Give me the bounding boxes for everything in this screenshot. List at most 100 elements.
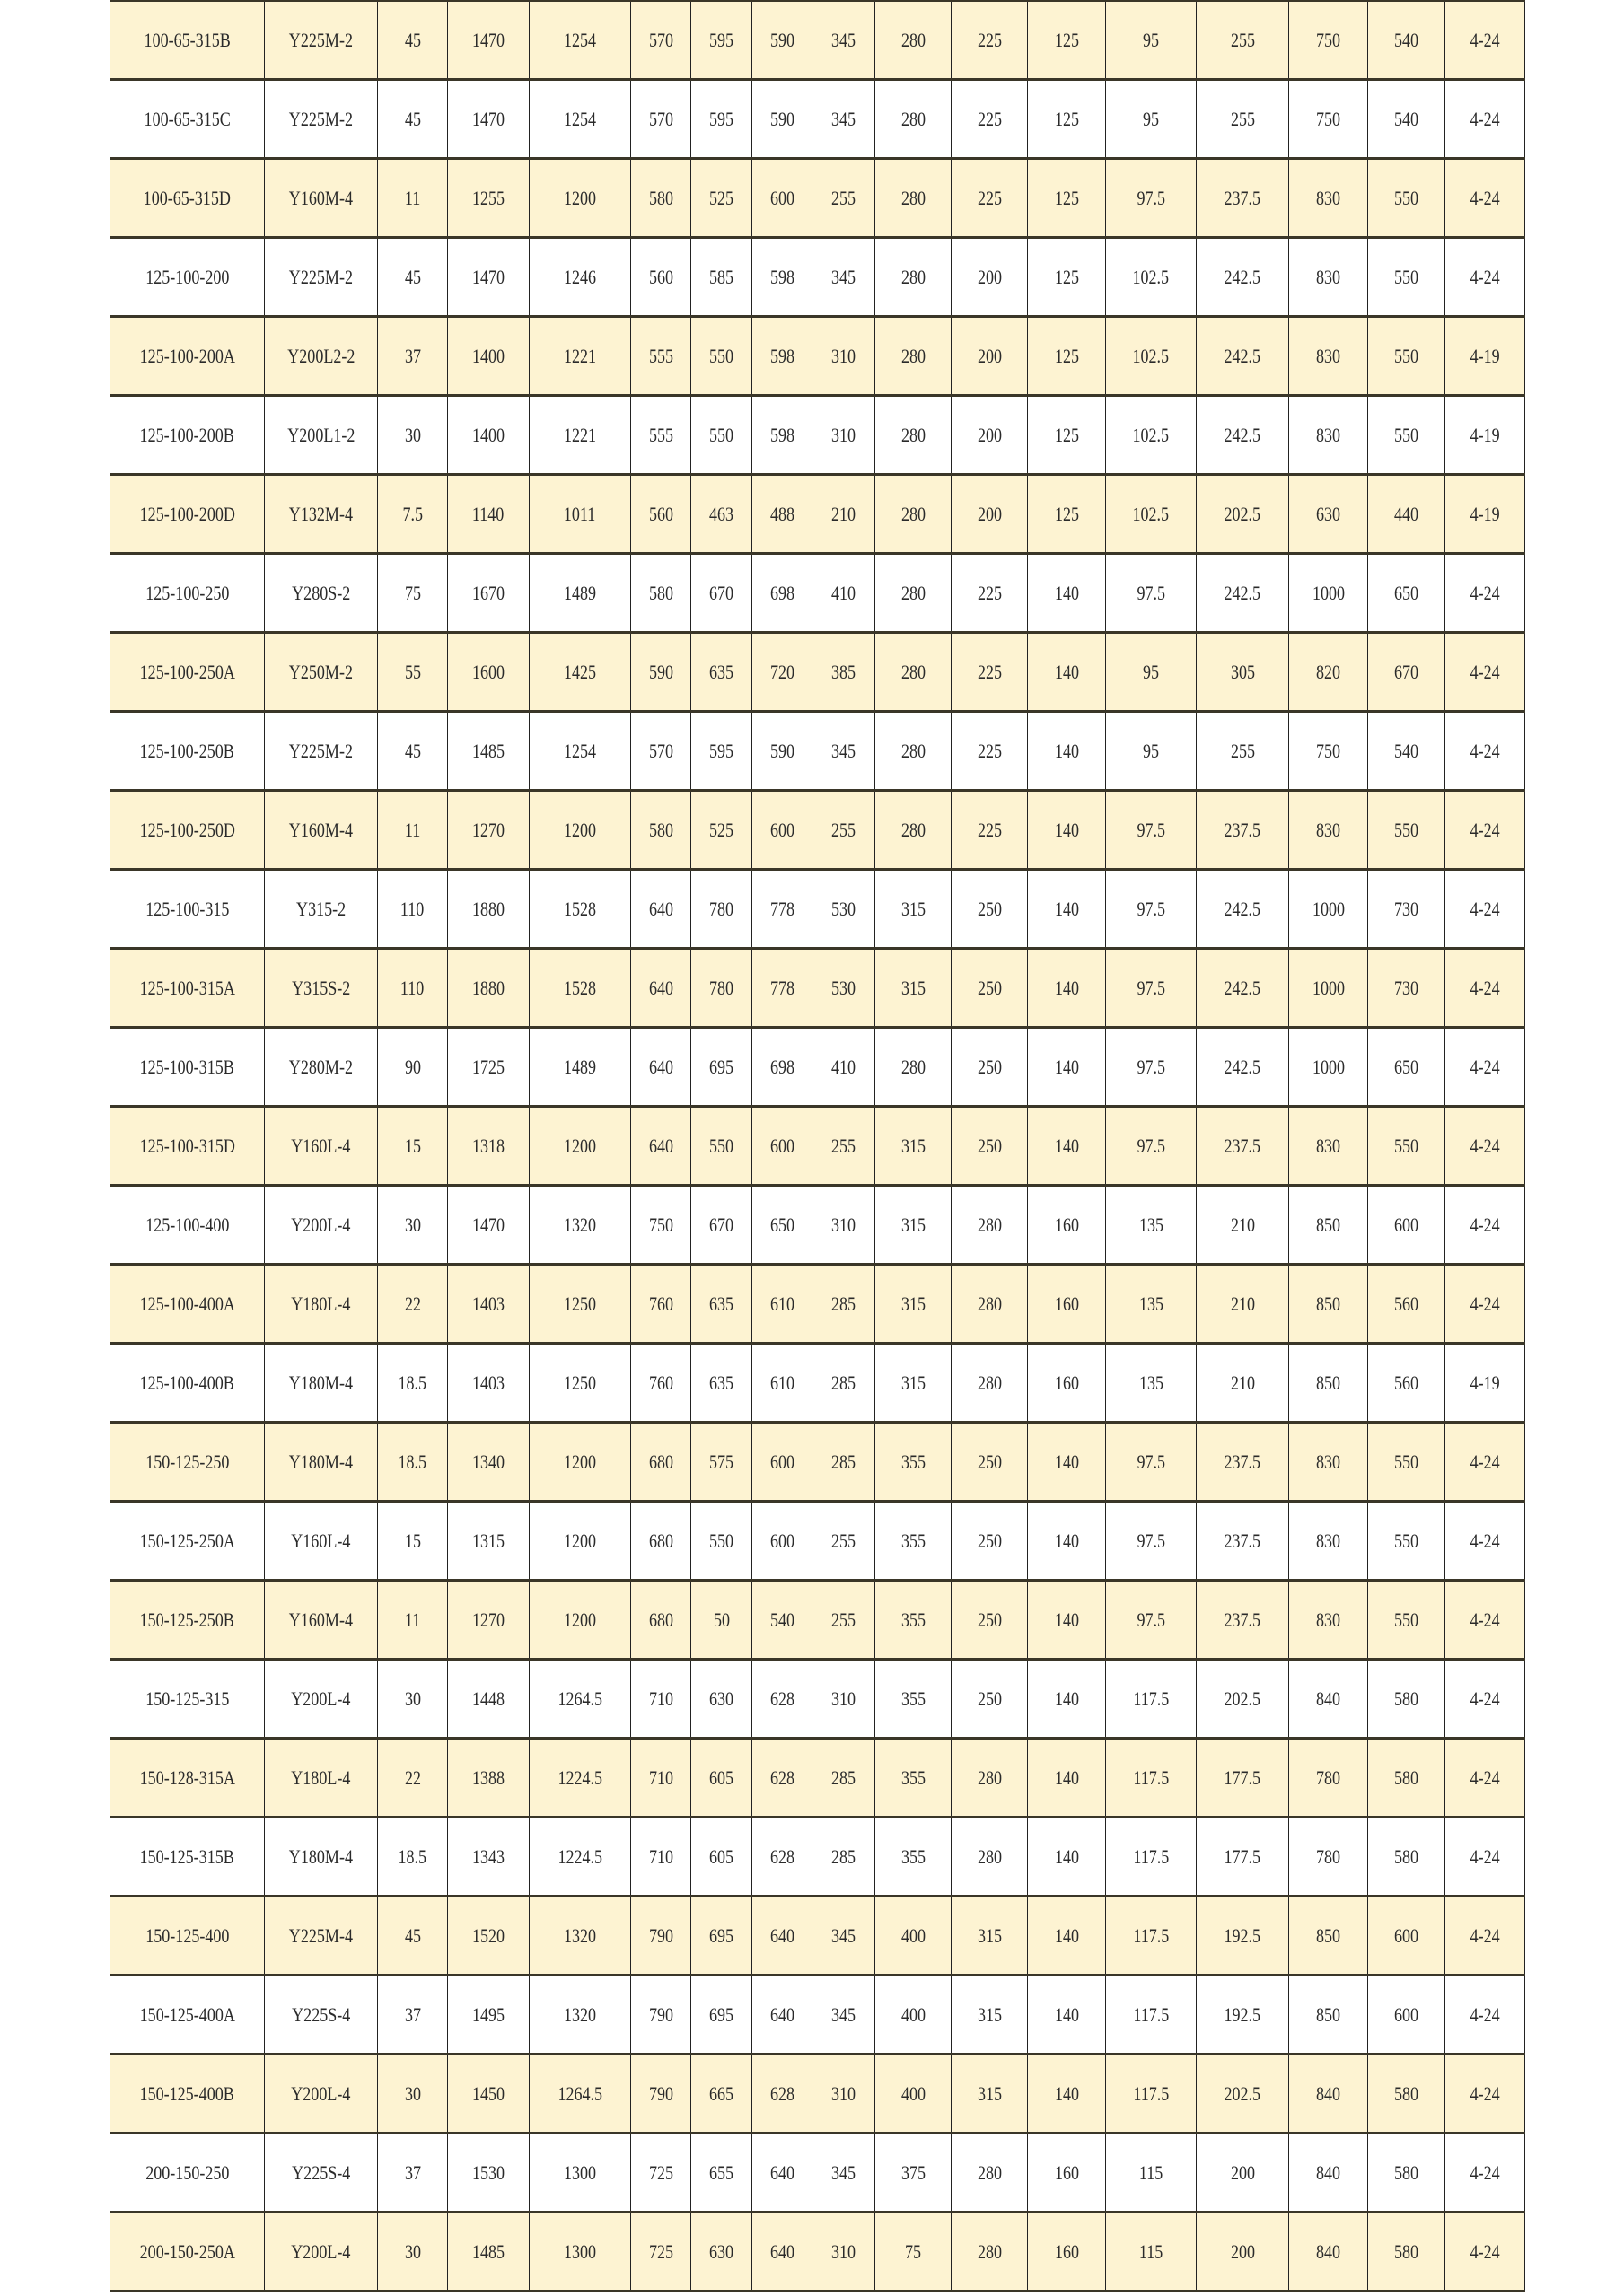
table-cell: 305 [1196,631,1289,713]
table-row: 150-125-315B Y180M-4 18.5 1343 1224.5 710 605 6… [110,1816,1525,1897]
table-row: 150-125-400B Y200L-4 30 1450 1264.5 790 665 628… [110,2053,1525,2134]
table-cell: 780 [1288,1737,1368,1818]
table-cell: 280 [874,78,952,160]
table-cell: 30 [377,2053,448,2134]
cell-text: 100-65-315D [143,186,232,209]
cell-text: 285 [830,1766,856,1789]
table-cell: 830 [1288,1500,1368,1582]
pump-model-cell: 125-100-315 [110,868,265,950]
cell-text: 200 [1230,2160,1255,2184]
cell-text: 192.5 [1224,2002,1261,2026]
cell-text: 1403 [471,1371,505,1394]
cell-text: 237.5 [1224,1450,1261,1473]
table-cell: 280 [874,1026,952,1108]
cell-text: 1318 [471,1134,505,1157]
cell-text: 255 [830,1529,856,1552]
table-cell: 4-24 [1444,789,1525,871]
table-cell: 4-24 [1444,1895,1525,1976]
cell-text: 315 [900,897,926,920]
cell-text: 570 [648,107,673,130]
cell-text: 540 [1393,28,1419,51]
table-cell: 280 [874,552,952,634]
table-cell: 640 [751,1974,812,2055]
table-row: 150-125-315 Y200L-4 30 1448 1264.5 710 630 628 3… [110,1658,1525,1740]
table-cell: 135 [1105,1342,1197,1424]
table-cell: 345 [812,0,875,81]
table-cell: 315 [874,1263,952,1345]
cell-text: 140 [1054,1766,1079,1789]
cell-text: 225 [977,739,1002,762]
cell-text: 628 [769,2081,794,2105]
cell-text: 177.5 [1224,1766,1261,1789]
cell-text: 100-65-315B [144,28,231,51]
table-cell: 11 [377,157,448,239]
cell-text: Y225S-4 [291,2002,351,2026]
cell-text: 45 [404,1924,421,1947]
cell-text: 125-100-200A [139,344,235,367]
cell-text: Y200L-4 [291,1213,351,1236]
table-cell: 4-24 [1444,2211,1525,2292]
cell-text: 570 [648,739,673,762]
table-cell: 1340 [447,1421,530,1503]
table-row: 125-100-315A Y315S-2 110 1880 1528 640 780 778 5… [110,947,1525,1029]
table-cell: 95 [1105,0,1197,81]
cell-text: 540 [1393,739,1419,762]
cell-text: 560 [648,265,673,288]
table-cell: 140 [1027,1816,1106,1897]
cell-text: 600 [1393,1213,1419,1236]
cell-text: 75 [904,2239,922,2263]
table-cell: 830 [1288,789,1368,871]
cell-text: 550 [1393,423,1419,446]
cell-text: 250 [977,1055,1002,1078]
cell-text: 730 [1393,897,1419,920]
table-cell: 4-24 [1444,552,1525,634]
table-cell: 1200 [529,1105,631,1187]
cell-text: 635 [708,660,734,683]
cell-text: 97.5 [1137,897,1165,920]
motor-model-cell: Y315-2 [264,868,378,950]
cell-text: 1340 [471,1450,505,1473]
table-cell: 375 [874,2132,952,2213]
cell-text: Y225S-4 [291,2160,351,2184]
table-cell: 750 [1288,710,1368,792]
table-cell: 628 [751,1816,812,1897]
cell-text: 650 [1393,1055,1419,1078]
table-cell: 550 [1367,1421,1445,1503]
table-cell: 117.5 [1105,2053,1197,2134]
table-cell: 820 [1288,631,1368,713]
table-cell: 850 [1288,1342,1368,1424]
cell-text: 598 [769,423,794,446]
cell-text: 140 [1054,1134,1079,1157]
table-cell: 310 [812,2053,875,2134]
cell-text: 1485 [471,2239,505,2263]
cell-text: 125-100-315D [139,1134,235,1157]
table-cell: 1000 [1288,868,1368,950]
pump-model-cell: 150-128-315A [110,1737,265,1818]
table-cell: 640 [751,2132,812,2213]
cell-text: 90 [404,1055,421,1078]
cell-text: 140 [1054,660,1079,683]
cell-text: 95 [1142,28,1160,51]
table-row: 150-125-400 Y225M-4 45 1520 1320 790 695 640 345… [110,1895,1525,1976]
cell-text: Y225M-2 [288,265,354,288]
cell-text: 610 [769,1371,794,1394]
cell-text: 140 [1054,1845,1079,1868]
table-cell: 102.5 [1105,236,1197,318]
table-cell: 202.5 [1196,2053,1289,2134]
cell-text: 550 [708,423,734,446]
cell-text: 140 [1054,1687,1079,1710]
table-cell: 840 [1288,2053,1368,2134]
table-row: 100-65-315C Y225M-2 45 1470 1254 570 595 590 345… [110,78,1525,160]
cell-text: 1470 [471,1213,505,1236]
cell-text: 225 [977,818,1002,841]
table-cell: 580 [630,552,691,634]
cell-text: 790 [648,1924,673,1947]
motor-model-cell: Y315S-2 [264,947,378,1029]
pump-model-cell: 200-150-250 [110,2132,265,2213]
cell-text: 590 [769,739,794,762]
table-cell: 285 [812,1421,875,1503]
cell-text: 555 [648,423,673,446]
cell-text: 4-24 [1470,1134,1500,1157]
cell-text: 315 [977,2081,1002,2105]
cell-text: 280 [900,739,926,762]
